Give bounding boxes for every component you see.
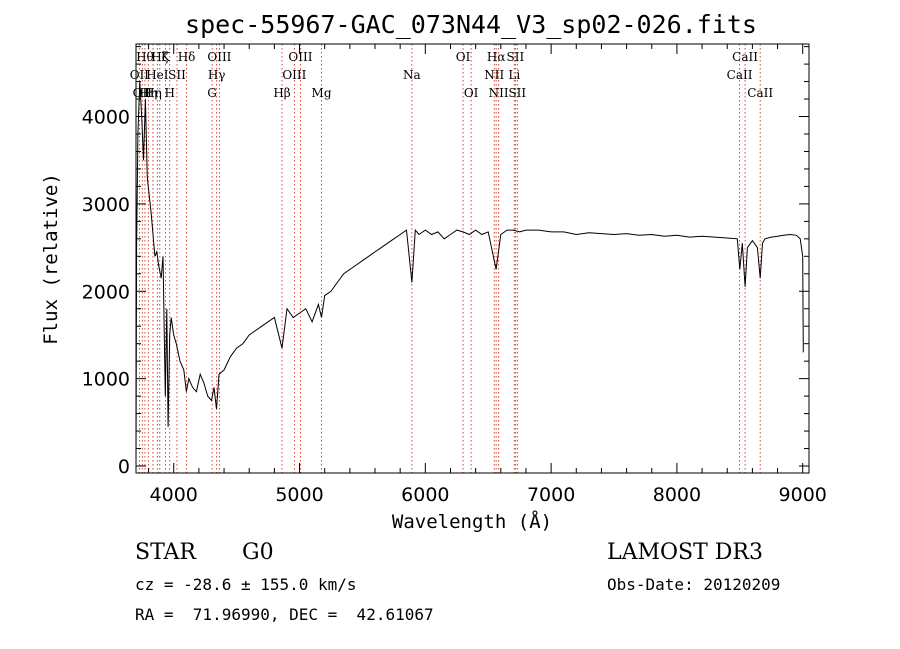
line-label: Li	[508, 68, 520, 82]
sky-coordinates: RA = 71.96990, DEC = 42.61067	[135, 605, 434, 624]
spectral-subclass: G0	[242, 540, 274, 565]
line-label: OIII	[282, 68, 306, 82]
line-label: Hα	[487, 50, 506, 64]
line-label: Hβ	[273, 86, 290, 100]
line-label: NII	[489, 86, 509, 100]
line-label: Hδ	[178, 50, 196, 64]
line-label: OI	[456, 50, 471, 64]
line-label: OIII	[207, 50, 231, 64]
line-label: CaII	[732, 50, 758, 64]
spectral-line-markers	[138, 44, 761, 473]
line-label: Hζ	[151, 50, 168, 64]
chart-title: spec-55967-GAC_073N44_V3_sp02-026.fits	[185, 10, 757, 39]
x-axis-ticks: 4000 5000 6000 7000 8000 9000	[148, 44, 827, 506]
line-label: OI	[464, 86, 479, 100]
line-label: Hγ	[208, 68, 226, 82]
x-tick-label: 7000	[527, 484, 575, 506]
y-tick-label: 4000	[82, 107, 130, 129]
line-label: SII	[507, 50, 525, 64]
line-label: OII	[130, 68, 150, 82]
x-tick-label: 4000	[150, 484, 198, 506]
plot-frame	[135, 43, 810, 474]
y-tick-label: 2000	[82, 281, 130, 303]
line-label: K	[161, 50, 171, 64]
line-label: SII	[168, 68, 186, 82]
y-tick-label: 0	[118, 456, 130, 478]
object-class: STAR	[135, 540, 196, 565]
x-tick-label: 5000	[275, 484, 323, 506]
y-axis-ticks: 0 1000 2000 3000 4000	[82, 46, 809, 478]
line-label: HeI	[146, 68, 169, 82]
x-tick-label: 6000	[401, 484, 449, 506]
y-tick-label: 3000	[82, 194, 130, 216]
line-label: Hθ	[136, 50, 154, 64]
x-tick-label: 9000	[779, 484, 827, 506]
x-tick-label: 8000	[653, 484, 701, 506]
x-axis-label: Wavelength (Å)	[392, 510, 552, 533]
radial-velocity: cz = -28.6 ± 155.0 km/s	[135, 575, 357, 594]
flux-line	[135, 81, 804, 467]
line-label: OIII	[288, 50, 312, 64]
line-label: Hη	[144, 86, 162, 100]
line-label: CaII	[727, 68, 753, 82]
line-label: Mg	[312, 86, 332, 100]
y-tick-label: 1000	[82, 369, 130, 391]
survey-name: LAMOST DR3	[607, 540, 763, 565]
line-label: NII	[484, 68, 504, 82]
y-axis-label: Flux (relative)	[40, 173, 62, 345]
observation-date: Obs-Date: 20120209	[607, 575, 781, 594]
line-label: OII	[133, 86, 153, 100]
line-label: SII	[508, 86, 526, 100]
line-label: H	[164, 86, 174, 100]
line-label: CaII	[747, 86, 773, 100]
line-label: Na	[403, 68, 421, 82]
flux-series	[135, 81, 804, 467]
line-label: Hη	[139, 86, 157, 100]
line-label: G	[207, 86, 217, 100]
